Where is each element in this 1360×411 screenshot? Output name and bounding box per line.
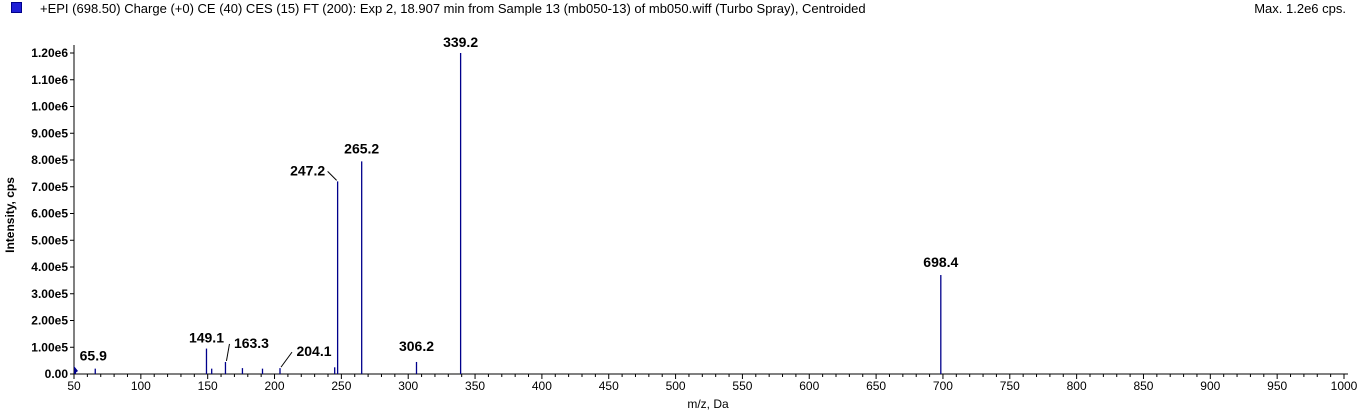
x-tick-label: 650 <box>866 379 886 393</box>
peak-label: 149.1 <box>189 330 224 346</box>
x-tick-label: 100 <box>131 379 151 393</box>
y-tick-label: 2.00e5 <box>31 314 68 328</box>
y-tick-label: 3.00e5 <box>31 287 68 301</box>
y-tick-label: 9.00e5 <box>31 126 68 140</box>
y-tick-label: 1.10e6 <box>31 73 68 87</box>
x-tick-label: 450 <box>599 379 619 393</box>
peak-label: 339.2 <box>443 34 478 50</box>
x-tick-label: 1000 <box>1331 379 1358 393</box>
y-tick-label: 4.00e5 <box>31 260 68 274</box>
x-tick-label: 700 <box>933 379 953 393</box>
axes-layer: 0.00 1.00e5 2.00e5 3.00e5 4.00e5 5.00e5 6.00e5… <box>31 45 1358 393</box>
x-tick-label: 600 <box>799 379 819 393</box>
peak-labels-layer: 65.9 149.1 163.3 204.1 247.2 265.2 306.2 339.2 6… <box>80 34 959 368</box>
peak-label: 65.9 <box>80 348 107 364</box>
x-tick-label: 550 <box>732 379 752 393</box>
x-tick-label: 50 <box>67 379 81 393</box>
x-axis-title: m/z, Da <box>687 397 729 411</box>
x-tick-label: 950 <box>1267 379 1287 393</box>
y-tick-label: 5.00e5 <box>31 233 68 247</box>
x-tick-label: 400 <box>532 379 552 393</box>
x-tick-label: 800 <box>1067 379 1087 393</box>
x-tick-label: 250 <box>331 379 351 393</box>
x-tick-label: 750 <box>1000 379 1020 393</box>
x-tick-label: 200 <box>265 379 285 393</box>
peak-label-leader <box>280 351 293 368</box>
series-color-marker <box>11 2 22 13</box>
peak-label-leader <box>225 343 230 362</box>
y-tick-label: 1.00e5 <box>31 340 68 354</box>
peak-label: 204.1 <box>296 343 331 359</box>
y-tick-label: 1.20e6 <box>31 46 68 60</box>
x-tick-label: 150 <box>198 379 218 393</box>
y-tick-label: 6.00e5 <box>31 207 68 221</box>
x-tick-label: 350 <box>465 379 485 393</box>
y-tick-label: 7.00e5 <box>31 180 68 194</box>
y-tick-label: 1.00e6 <box>31 100 68 114</box>
y-axis-title: Intensity, cps <box>3 177 17 253</box>
peaks-layer <box>74 53 942 374</box>
x-tick-label: 850 <box>1133 379 1153 393</box>
y-tick-label: 8.00e5 <box>31 153 68 167</box>
x-tick-label: 900 <box>1200 379 1220 393</box>
spectrum-header-title: +EPI (698.50) Charge (+0) CE (40) CES (1… <box>40 1 866 16</box>
x-tick-label: 500 <box>666 379 686 393</box>
peak-label-leader <box>327 171 337 181</box>
origin-marker <box>74 366 78 374</box>
x-tick-label: 300 <box>398 379 418 393</box>
peak-label: 265.2 <box>344 140 379 156</box>
peak-label: 163.3 <box>234 335 269 351</box>
peak-label: 247.2 <box>290 162 325 178</box>
peak-label: 698.4 <box>923 254 958 270</box>
peak-label: 306.2 <box>399 338 434 354</box>
y-tick-label: 0.00 <box>45 367 69 381</box>
max-intensity-label: Max. 1.2e6 cps. <box>1254 1 1346 16</box>
